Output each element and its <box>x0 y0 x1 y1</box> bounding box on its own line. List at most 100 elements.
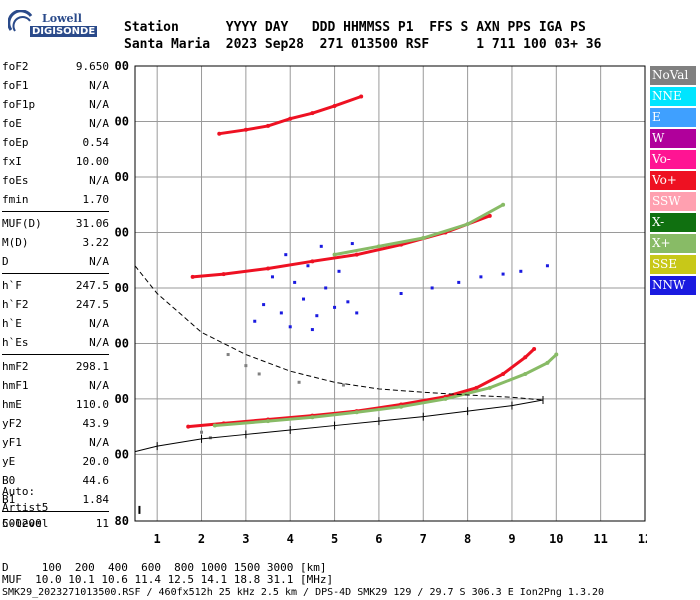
param-value: 247.5 <box>75 298 109 311</box>
param-value: N/A <box>89 79 109 92</box>
data-point <box>253 319 257 323</box>
param-name: foE <box>2 117 22 130</box>
legend-item: X+ <box>650 234 696 253</box>
param-row: hmF1 N/A <box>2 377 109 396</box>
param-value: 43.9 <box>82 417 110 430</box>
x-tick-label: 10 <box>549 532 563 546</box>
data-point <box>501 272 505 276</box>
x-tick-label: 3 <box>242 532 249 546</box>
param-name: fmin <box>2 193 29 206</box>
param-row: yF2 43.9 <box>2 415 109 434</box>
param-value: 10.00 <box>75 155 109 168</box>
legend-item: SSE <box>650 255 696 274</box>
param-value: 298.1 <box>75 360 109 373</box>
param-value: N/A <box>89 379 109 392</box>
footer-distance: D 100 200 400 600 800 1000 1500 3000 [km… <box>2 561 327 574</box>
param-value: 247.5 <box>75 279 109 292</box>
data-point <box>341 383 345 387</box>
param-row: h`F 247.5 <box>2 277 109 296</box>
param-value: 20.0 <box>82 455 110 468</box>
data-point <box>288 116 293 121</box>
data-point <box>266 123 271 128</box>
data-point <box>244 364 248 368</box>
y-tick-label: 80 <box>115 514 129 528</box>
param-row: B1 1.84 <box>2 491 109 510</box>
x-tick-label: 2 <box>198 532 205 546</box>
data-point <box>270 275 274 279</box>
legend-item: NoVal <box>650 66 696 85</box>
legend: NoVal NNE E W Vo- Vo+ SSW X- X+ SSE NNW <box>650 66 696 297</box>
header-labels: Station YYYY DAY DDD HHMMSS P1 FFS S AXN… <box>124 20 586 35</box>
param-row: yF1 N/A <box>2 434 109 453</box>
param-value: 1.70 <box>82 193 110 206</box>
plot-frame <box>134 65 646 522</box>
param-name: MUF(D) <box>2 217 42 230</box>
data-point <box>190 274 195 279</box>
param-name: h`Es <box>2 336 29 349</box>
x-tick-label: 4 <box>287 532 294 546</box>
data-point <box>479 275 483 279</box>
data-point <box>443 396 448 401</box>
data-point <box>310 415 315 420</box>
param-row: foEs N/A <box>2 172 109 191</box>
data-point <box>399 404 404 409</box>
legend-item: W <box>650 129 696 148</box>
data-point <box>302 297 306 301</box>
param-name: foF1 <box>2 79 29 92</box>
footer-muf: MUF 10.0 10.1 10.6 11.4 12.5 14.1 18.8 3… <box>2 573 334 586</box>
param-name: hmF1 <box>2 379 29 392</box>
logo-text-digisonde: DIGISONDE <box>30 26 98 37</box>
data-point <box>200 430 204 434</box>
param-row: foF2 9.650 <box>2 58 109 77</box>
param-value: N/A <box>89 117 109 130</box>
y-tick-label: 600 <box>115 225 129 239</box>
data-point <box>354 252 359 257</box>
param-name: yF1 <box>2 436 22 449</box>
param-row: hmE 110.0 <box>2 396 109 415</box>
data-point <box>457 280 461 284</box>
param-value: N/A <box>89 174 109 187</box>
data-point <box>359 94 364 99</box>
param-name: h`F <box>2 279 22 292</box>
series-trace <box>214 353 558 428</box>
auto-artist: Artist5 <box>2 501 49 514</box>
param-row: h`E N/A <box>2 315 109 334</box>
param-value: N/A <box>89 436 109 449</box>
param-name: h`F2 <box>2 298 29 311</box>
param-value: N/A <box>89 255 109 268</box>
auto-code: 500200 <box>2 517 42 530</box>
data-point <box>217 131 222 136</box>
data-point <box>315 314 319 318</box>
param-row: fmin 1.70 <box>2 191 109 210</box>
param-name: hmE <box>2 398 22 411</box>
param-value: 44.6 <box>82 474 110 487</box>
data-point <box>337 269 341 273</box>
param-name: yF2 <box>2 417 22 430</box>
data-point <box>324 286 328 290</box>
logo-arc-icon <box>8 10 33 32</box>
data-point <box>519 269 523 273</box>
data-point <box>293 280 297 284</box>
data-point <box>399 292 403 295</box>
param-row: yE 20.0 <box>2 453 109 472</box>
param-row: D N/A <box>2 253 109 272</box>
param-name: foF1p <box>2 98 36 111</box>
legend-item: SSW <box>650 192 696 211</box>
data-point <box>545 360 550 365</box>
data-point <box>310 259 315 264</box>
data-point <box>376 244 381 249</box>
data-point <box>487 385 492 390</box>
param-separator <box>2 511 109 512</box>
data-point <box>532 346 537 351</box>
param-value: 1.84 <box>82 493 110 506</box>
series-trace <box>188 347 536 429</box>
data-point <box>421 236 426 241</box>
y-tick-label: 300 <box>115 392 129 406</box>
data-point <box>284 253 288 257</box>
data-point <box>501 371 506 376</box>
param-name: fxI <box>2 155 22 168</box>
parameter-panel: foF2 9.650 foF1 N/A foF1p N/A foE N/A foEp 0.54 fx… <box>2 58 109 534</box>
y-tick-label: 700 <box>115 170 129 184</box>
param-name: D <box>2 255 9 268</box>
data-point <box>523 355 528 360</box>
